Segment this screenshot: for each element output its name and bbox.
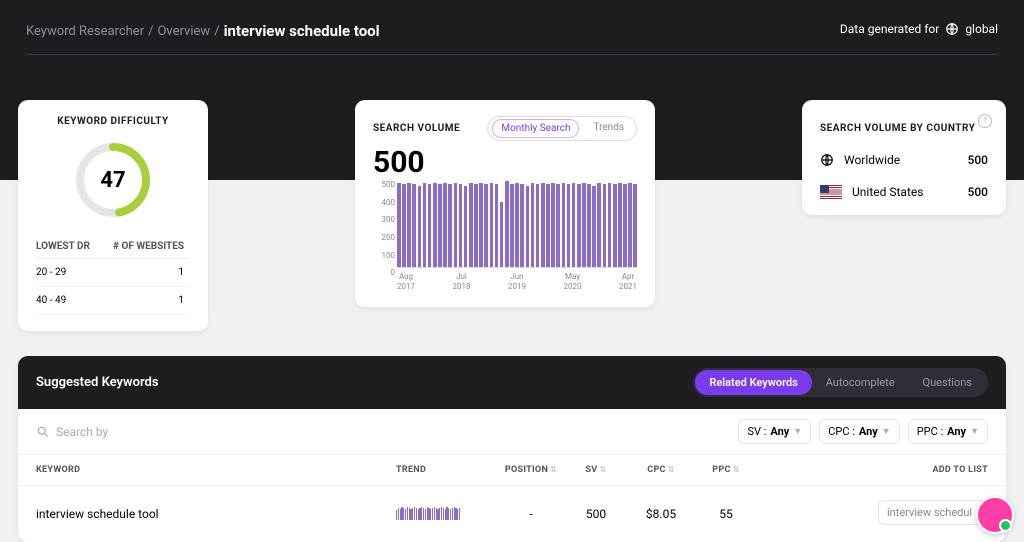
crumb-a[interactable]: Keyword Researcher [26,24,144,39]
chevron-down-icon: ▼ [882,426,891,437]
seg-trends[interactable]: Trends [585,119,632,138]
filter-cpc[interactable]: CPC :Any▼ [819,419,900,444]
tab-related[interactable]: Related Keywords [695,370,811,395]
add-to-list-input[interactable]: interview schedul [878,500,988,525]
table-header: KEYWORD TREND POSITION⇅ SV⇅ CPC⇅ PPC⇅ AD… [18,455,1006,486]
difficulty-row: 40 - 491 [36,287,190,315]
bycountry-title: SEARCH VOLUME BY COUNTRY [820,123,975,134]
chat-avatar[interactable] [976,496,1014,534]
card-volume: SEARCH VOLUME Monthly Search Trends 500 … [355,100,655,307]
country-row: United States 500 [820,185,988,199]
cell-sv: 500 [566,507,626,521]
card-difficulty: KEYWORD DIFFICULTY 47 LOWEST DR# OF WEBS… [18,100,208,331]
seg-monthly[interactable]: Monthly Search [492,119,579,138]
filter-ppc[interactable]: PPC :Any▼ [908,419,988,444]
difficulty-ring: 47 [74,141,152,219]
suggested-panel: Suggested Keywords Related Keywords Auto… [18,356,1006,542]
volume-value: 500 [373,145,637,180]
crumb-b[interactable]: Overview [157,24,210,39]
cell-ppc: 55 [696,507,756,521]
volume-title: SEARCH VOLUME [373,123,460,134]
cell-keyword: interview schedule tool [36,507,396,521]
cell-position: - [496,507,566,521]
crumb-current: interview schedule tool [224,22,380,40]
tab-questions[interactable]: Questions [909,370,986,395]
filter-sv[interactable]: SV :Any▼ [738,419,811,444]
card-by-country: SEARCH VOLUME BY COUNTRY ? Worldwide 500… [802,100,1006,215]
difficulty-title: KEYWORD DIFFICULTY [36,116,190,127]
search-input[interactable]: Search by [36,425,108,439]
flag-us-icon [820,185,842,199]
help-icon[interactable]: ? [978,114,992,128]
trend-spark [396,506,460,520]
country-row: Worldwide 500 [820,153,988,167]
globe-icon [820,153,834,167]
table-row[interactable]: interview schedule tool - 500 $8.05 55 i… [18,486,1006,542]
volume-chart [397,180,637,268]
suggested-title: Suggested Keywords [36,375,159,390]
search-icon [36,425,50,439]
suggested-tabs: Related Keywords Autocomplete Questions [693,368,988,397]
difficulty-row: 20 - 291 [36,259,190,287]
chevron-down-icon: ▼ [970,426,979,437]
volume-segments: Monthly Search Trends [487,116,637,141]
difficulty-score: 47 [74,141,152,219]
chevron-down-icon: ▼ [793,426,802,437]
generated-for: Data generated for global [840,22,998,36]
cell-cpc: $8.05 [626,507,696,521]
globe-icon [945,22,959,36]
tab-autocomplete[interactable]: Autocomplete [812,370,909,395]
